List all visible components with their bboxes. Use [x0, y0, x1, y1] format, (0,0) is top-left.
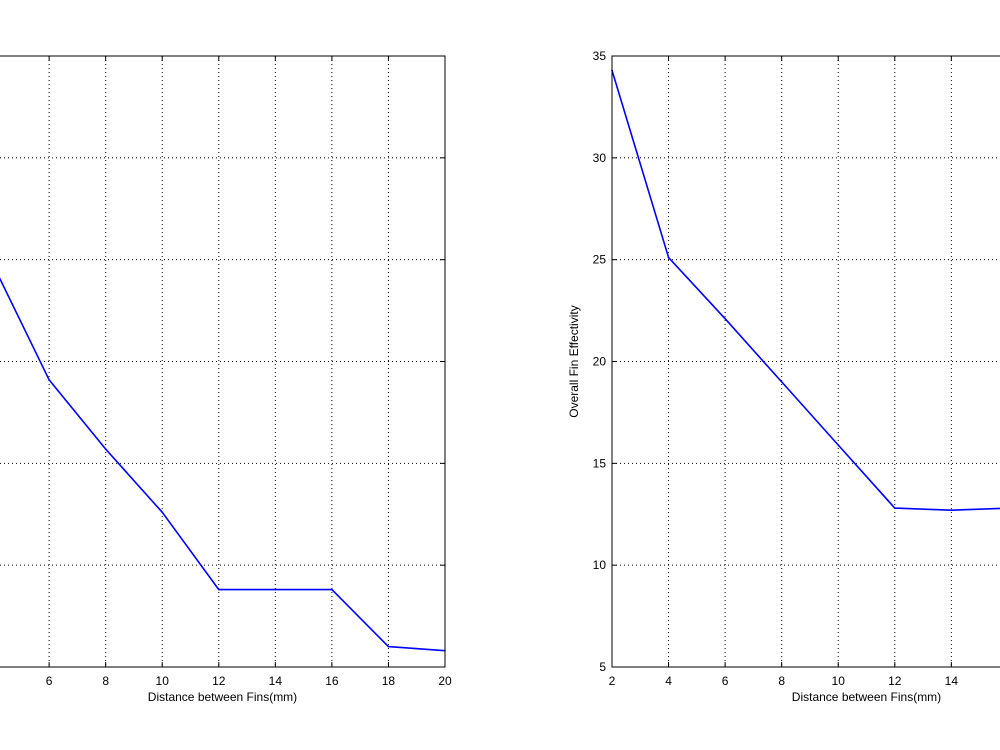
x-tick-label: 4 [665, 674, 672, 688]
x-tick-label: 18 [382, 674, 396, 688]
y-tick-label: 30 [593, 151, 607, 165]
x-tick-label: 14 [945, 674, 959, 688]
data-point [48, 379, 50, 381]
data-point [387, 645, 390, 648]
data-point [724, 317, 726, 320]
series-line-0 [0, 277, 446, 652]
x-tick-label: 10 [832, 674, 846, 688]
y-tick-label: 25 [593, 253, 607, 267]
y-tick-label: 20 [593, 355, 607, 369]
data-point [837, 444, 840, 446]
x-tick-label: 8 [102, 674, 109, 688]
axes-box [611, 55, 1000, 668]
x-axis-label: Distance between Fins(mm) [148, 690, 297, 704]
data-point [104, 448, 107, 450]
x-tick-label: 2 [609, 674, 616, 688]
x-tick-label: 20 [438, 674, 452, 688]
x-tick-label: 10 [156, 674, 170, 688]
data-point [161, 511, 164, 514]
x-tick-label: 16 [325, 674, 339, 688]
x-axis-label: Distance between Fins(mm) [792, 690, 941, 704]
y-tick-label: 5 [599, 660, 606, 674]
x-tick-label: 6 [722, 674, 729, 688]
series-line-0 [611, 70, 1000, 512]
data-point [893, 507, 896, 509]
chart-left: 6 8 10 12 14 16 18 20 Distance between Fins(mm) [0, 55, 452, 704]
plot-area [612, 56, 1000, 667]
data-point [950, 509, 953, 511]
data-point [331, 588, 333, 591]
chart-right: 2 4 6 8 10 12 14 5 10 15 20 25 30 35 Distance between … [567, 49, 1000, 704]
axes-box [0, 55, 446, 668]
data-point [217, 588, 220, 591]
x-tick-label: 8 [778, 674, 785, 688]
data-point [780, 381, 783, 383]
y-tick-label: 35 [593, 49, 607, 63]
x-tick-label: 6 [46, 674, 53, 688]
data-point [667, 256, 670, 259]
plot-area [0, 56, 445, 667]
data-point [274, 588, 277, 591]
x-tick-label: 12 [212, 674, 226, 688]
y-axis-label: Overall Fin Effectivity [567, 305, 581, 417]
y-tick-label: 10 [593, 558, 607, 572]
x-tick-label: 12 [888, 674, 902, 688]
x-tick-label: 14 [269, 674, 283, 688]
y-tick-label: 15 [593, 456, 607, 470]
